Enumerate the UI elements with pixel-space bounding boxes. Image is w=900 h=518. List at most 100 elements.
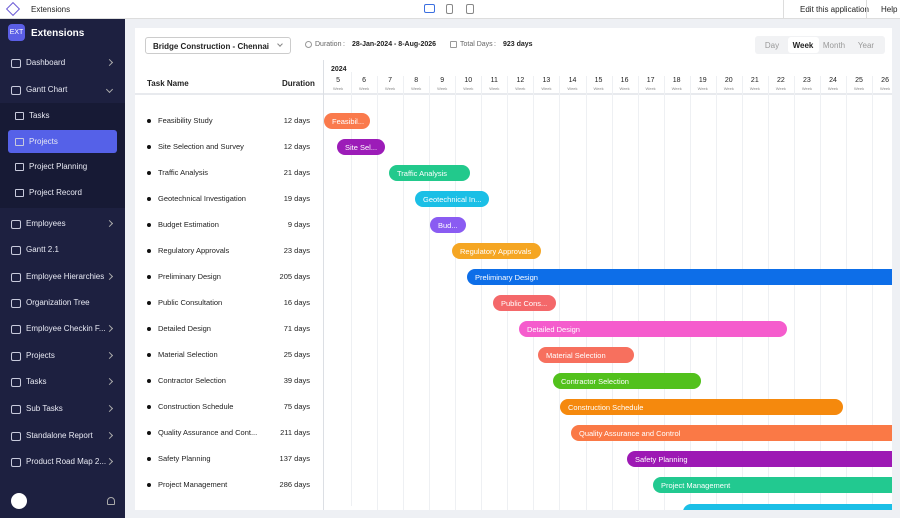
week-number: 10 — [464, 77, 473, 84]
task-name: Detailed Design — [158, 324, 211, 333]
week-number: 8 — [414, 77, 419, 84]
grid-line — [481, 76, 483, 510]
view-tab[interactable]: Week — [792, 41, 814, 50]
gantt-bar[interactable]: Traffic Analysis — [389, 165, 470, 181]
chevron — [105, 431, 114, 440]
grid-line — [377, 76, 379, 510]
nav-sub-item[interactable]: Project Planning — [29, 162, 88, 171]
grid-line — [715, 76, 717, 510]
gantt-bar[interactable]: Contractor Selection — [553, 373, 701, 389]
divider — [866, 0, 867, 19]
view-tab[interactable]: Day — [764, 41, 780, 50]
gantt-bar[interactable]: Bud... — [430, 217, 466, 233]
view-tab[interactable]: Month — [822, 41, 846, 50]
app-icon — [5, 1, 21, 17]
grid-line — [429, 76, 431, 510]
view-tab[interactable]: Year — [857, 41, 875, 50]
nav-icon — [11, 59, 21, 68]
nav-item[interactable]: Organization Tree — [26, 298, 90, 307]
week-number: 11 — [490, 77, 498, 84]
bullet — [147, 431, 151, 435]
col-header: Duration — [282, 79, 315, 88]
task-duration: 286 days — [279, 480, 310, 489]
sep: : — [494, 41, 496, 48]
task-name: Budget Estimation — [158, 220, 219, 229]
gantt-bar[interactable]: Regulatory Approvals — [452, 243, 541, 259]
week-number: 12 — [516, 77, 525, 84]
gantt-bar[interactable]: Quality Assurance and Control — [571, 425, 892, 441]
week-number: 15 — [594, 77, 603, 84]
bullet — [147, 275, 151, 279]
nav-sub-item[interactable]: Tasks — [29, 111, 50, 120]
edit-app[interactable]: Edit this application — [800, 5, 869, 14]
nav-item[interactable]: Sub Tasks — [26, 404, 63, 413]
nav-item[interactable]: Dashboard — [26, 58, 66, 67]
app-name: Extensions — [31, 28, 85, 39]
week-number: 16 — [620, 77, 629, 84]
nav-item[interactable]: Employee Checkin F... — [26, 324, 106, 333]
nav-item[interactable]: Gantt 2.1 — [26, 245, 59, 254]
bullet — [147, 353, 151, 357]
chevron — [105, 85, 114, 94]
desktop-icon[interactable] — [424, 4, 435, 13]
chevron — [105, 324, 114, 333]
week-number: 9 — [440, 77, 445, 84]
avatar[interactable] — [11, 493, 27, 509]
gantt-bar[interactable]: Site Sel... — [337, 139, 385, 155]
grid-line — [846, 76, 847, 510]
nav-item[interactable]: Employees — [26, 219, 66, 228]
mobile-icon[interactable] — [466, 4, 474, 14]
week-number: 21 — [750, 77, 759, 84]
grid-line — [767, 76, 769, 510]
nav-item[interactable]: Employee Hierarchies — [26, 272, 105, 281]
bullet — [147, 249, 151, 253]
gantt-bar[interactable]: Feasibil... — [324, 113, 370, 129]
total-value: 923 days — [503, 41, 533, 48]
nav-item[interactable]: Projects — [26, 351, 55, 360]
week-unit: Week — [775, 86, 786, 91]
grid-line — [637, 76, 639, 510]
nav-icon — [11, 220, 21, 229]
task-duration: 75 days — [283, 402, 310, 411]
week-unit: Week — [463, 86, 474, 91]
gantt-bar[interactable]: Preliminary Design — [467, 269, 892, 285]
task-name: Traffic Analysis — [158, 168, 209, 177]
nav-icon — [15, 112, 24, 120]
duration-value: 28-Jan-2024 - 8-Aug-2026 — [352, 41, 437, 48]
tablet-icon[interactable] — [446, 4, 453, 14]
view-active — [788, 37, 819, 53]
chevron — [105, 272, 114, 281]
bullet — [147, 171, 151, 175]
gantt-bar[interactable]: Project Management — [653, 477, 892, 493]
gantt-bar[interactable]: Safety Planning — [627, 451, 892, 467]
grid-line — [611, 76, 613, 510]
bell-icon[interactable] — [107, 497, 115, 505]
gantt-bar[interactable]: Geotechnical In... — [415, 191, 489, 207]
task-duration: 205 days — [279, 272, 310, 281]
task-name: Project Management — [158, 480, 228, 489]
gantt-bar[interactable]: Material Selection — [538, 347, 634, 363]
project-select[interactable]: Bridge Construction - Chennai — [145, 37, 291, 54]
week-unit: Week — [801, 86, 812, 91]
nav-item[interactable]: Gantt Chart — [26, 85, 68, 94]
gantt-bar[interactable]: Detailed Design — [519, 321, 787, 337]
task-duration: 12 days — [283, 142, 310, 151]
nav-icon — [11, 352, 21, 361]
nav-icon — [11, 86, 21, 95]
nav-item[interactable]: Standalone Report — [26, 431, 93, 440]
week-number: 19 — [698, 77, 707, 84]
nav-sub-item[interactable]: Project Record — [29, 188, 82, 197]
nav-sub-item[interactable]: Projects — [29, 137, 58, 146]
help[interactable]: Help — [881, 5, 898, 14]
bullet — [147, 301, 151, 305]
gantt-bar[interactable]: Construction Schedule — [560, 399, 843, 415]
clock-icon — [305, 41, 312, 48]
nav-item[interactable]: Tasks — [26, 377, 47, 386]
sidebar: EXT Extensions Dashboard Gantt Chart Emplo… — [0, 19, 125, 518]
week-unit: Week — [749, 86, 760, 91]
nav-icon — [15, 163, 24, 171]
nav-item[interactable]: Product Road Map 2... — [26, 457, 107, 466]
gantt-bar[interactable]: Public Cons... — [493, 295, 556, 311]
week-unit: Week — [358, 86, 370, 91]
gantt-card: Bridge Construction - Chennai Duration: 28… — [135, 28, 892, 510]
